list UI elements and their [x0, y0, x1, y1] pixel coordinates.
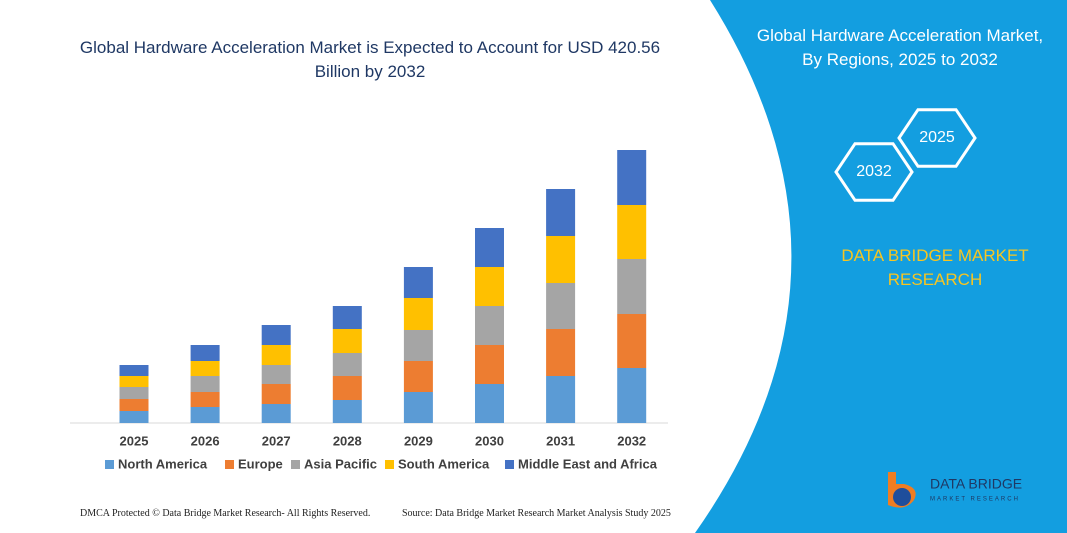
panel-title: Global Hardware Acceleration Market, By …: [756, 26, 1044, 69]
legend-label: Europe: [238, 456, 283, 471]
bar-segment: [119, 365, 149, 376]
bar-segment: [261, 365, 291, 384]
bar-segment: [119, 411, 149, 423]
bar-segment: [403, 267, 433, 298]
bar-segment: [332, 400, 362, 423]
bar-segment: [261, 404, 291, 423]
bar-segment: [332, 306, 362, 329]
bar-segment: [403, 298, 433, 330]
side-panel: [695, 0, 1067, 533]
bar-segment: [475, 228, 504, 267]
bar-segment: [190, 407, 220, 423]
footer-right: Source: Data Bridge Market Research Mark…: [402, 508, 671, 519]
bar-segment: [475, 384, 504, 423]
bar-segment: [475, 267, 504, 306]
bar-segment: [546, 329, 576, 376]
legend-swatch: [385, 460, 394, 469]
bar-segment: [617, 368, 647, 423]
logo: DATA BRIDGE MARKET RESEARCH: [888, 472, 1022, 508]
legend-swatch: [291, 460, 300, 469]
x-tick-label: 2029: [404, 433, 433, 448]
legend-label: North America: [118, 456, 208, 471]
bar-segment: [546, 189, 576, 236]
bar-segment: [190, 345, 220, 361]
bar-segment: [119, 376, 149, 387]
bar-segment: [617, 314, 647, 368]
x-tick-label: 2026: [191, 433, 220, 448]
legend-label: Asia Pacific: [304, 456, 377, 471]
bar-segment: [119, 399, 149, 411]
bar-segment: [403, 392, 433, 423]
bar-segment: [190, 376, 220, 392]
logo-tagline: MARKET RESEARCH: [930, 497, 1020, 503]
x-tick-label: 2032: [617, 433, 646, 448]
bar-segment: [119, 387, 149, 399]
bar-segment: [617, 150, 647, 205]
bar-segment: [546, 283, 576, 329]
legend-label: South America: [398, 456, 490, 471]
hex-label: 2032: [856, 163, 892, 180]
bar-segment: [190, 361, 220, 376]
legend-swatch: [225, 460, 234, 469]
bar-segment: [403, 361, 433, 392]
bar-segment: [332, 353, 362, 376]
chart-title: Global Hardware Acceleration Market is E…: [79, 38, 661, 81]
logo-icon: [893, 488, 911, 506]
bar-segment: [261, 345, 291, 365]
x-tick-label: 2031: [546, 433, 575, 448]
hexagons: 2025 2032: [834, 108, 977, 202]
footer-left: DMCA Protected © Data Bridge Market Rese…: [80, 508, 371, 519]
x-tick-label: 2027: [262, 433, 291, 448]
bar-segment: [617, 205, 647, 259]
hex-outline: [897, 108, 977, 168]
bar-segment: [475, 345, 504, 384]
legend-swatch: [105, 460, 114, 469]
bar-segment: [332, 329, 362, 353]
legend-label: Middle East and Africa: [518, 456, 658, 471]
panel-brand: DATA BRIDGE MARKET RESEARCH: [841, 246, 1029, 289]
bar-segment: [617, 259, 647, 314]
bar-segment: [546, 236, 576, 283]
bar-segment: [403, 330, 433, 361]
hex-outline: [834, 142, 914, 202]
hex-label: 2025: [919, 129, 955, 146]
x-tick-label: 2025: [120, 433, 149, 448]
legend-swatch: [505, 460, 514, 469]
x-tick-label: 2030: [475, 433, 504, 448]
bar-segment: [261, 325, 291, 345]
x-tick-label: 2028: [333, 433, 362, 448]
bar-segment: [332, 376, 362, 400]
bar-segment: [190, 392, 220, 407]
bar-segment: [475, 306, 504, 345]
bar-segment: [261, 384, 291, 404]
bar-segment: [546, 376, 576, 423]
logo-name: DATA BRIDGE: [930, 476, 1022, 492]
